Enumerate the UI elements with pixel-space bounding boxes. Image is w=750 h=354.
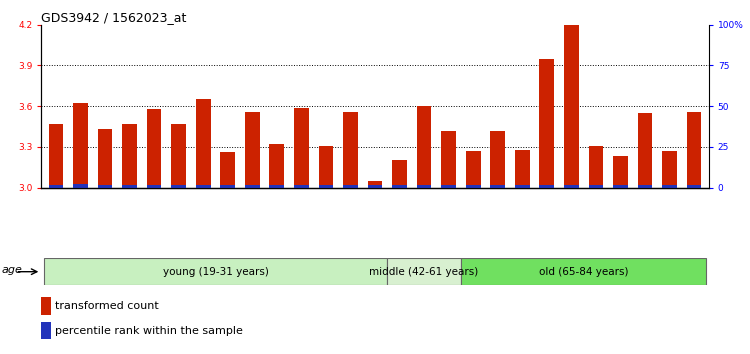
Bar [245, 185, 260, 188]
Bar [638, 185, 652, 188]
Bar [417, 185, 431, 188]
Bar [147, 109, 161, 188]
Text: young (19-31 years): young (19-31 years) [163, 267, 268, 277]
Text: age: age [2, 266, 22, 275]
Bar [368, 181, 382, 188]
Bar [269, 185, 284, 188]
Bar [539, 59, 554, 188]
Bar [41, 297, 51, 315]
Bar [441, 185, 456, 188]
Bar [613, 156, 628, 188]
Bar [49, 185, 63, 188]
Bar [466, 185, 481, 188]
Bar [41, 322, 51, 339]
Bar [294, 108, 309, 188]
Bar [171, 185, 186, 188]
Bar [122, 124, 137, 188]
Bar [539, 185, 554, 188]
Bar [613, 185, 628, 188]
Bar [564, 25, 579, 188]
Text: middle (42-61 years): middle (42-61 years) [370, 267, 478, 277]
Bar [392, 185, 407, 188]
Bar [515, 185, 529, 188]
Bar [220, 152, 235, 188]
Bar [490, 185, 505, 188]
Bar [589, 185, 603, 188]
Bar [638, 113, 652, 188]
Bar [589, 145, 603, 188]
Bar [147, 185, 161, 188]
Bar [49, 124, 63, 188]
Bar [392, 160, 407, 188]
Bar [441, 131, 456, 188]
Bar [687, 112, 701, 188]
Bar [171, 124, 186, 188]
Bar [515, 150, 529, 188]
Bar [196, 99, 211, 188]
Bar [343, 112, 358, 188]
Bar [74, 184, 88, 188]
Bar [687, 185, 701, 188]
Bar [220, 185, 235, 188]
FancyBboxPatch shape [461, 258, 706, 285]
Bar [662, 151, 676, 188]
Bar [98, 185, 112, 188]
Bar [319, 185, 333, 188]
Bar [343, 185, 358, 188]
Bar [196, 185, 211, 188]
Bar [662, 185, 676, 188]
Bar [319, 145, 333, 188]
Bar [490, 131, 505, 188]
Bar [294, 185, 309, 188]
Text: percentile rank within the sample: percentile rank within the sample [55, 326, 243, 336]
Bar [245, 112, 260, 188]
Text: transformed count: transformed count [55, 301, 158, 311]
Bar [122, 185, 137, 188]
Text: old (65-84 years): old (65-84 years) [538, 267, 628, 277]
Bar [98, 129, 112, 188]
Bar [368, 185, 382, 188]
Bar [74, 103, 88, 188]
Bar [417, 106, 431, 188]
Text: GDS3942 / 1562023_at: GDS3942 / 1562023_at [41, 11, 187, 24]
Bar [466, 151, 481, 188]
Bar [564, 185, 579, 188]
Bar [269, 144, 284, 188]
FancyBboxPatch shape [44, 258, 387, 285]
FancyBboxPatch shape [387, 258, 461, 285]
